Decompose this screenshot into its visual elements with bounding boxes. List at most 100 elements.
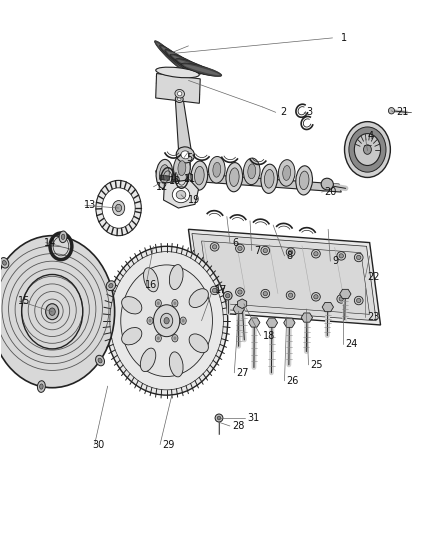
Ellipse shape (176, 147, 194, 163)
Ellipse shape (176, 59, 215, 76)
Ellipse shape (156, 67, 199, 78)
Ellipse shape (314, 252, 318, 256)
Ellipse shape (147, 317, 153, 325)
Polygon shape (175, 99, 192, 155)
Text: 9: 9 (332, 256, 339, 266)
Ellipse shape (189, 334, 208, 353)
Text: 26: 26 (287, 376, 299, 386)
Ellipse shape (49, 308, 55, 316)
Text: 25: 25 (311, 360, 323, 370)
Text: 11: 11 (184, 174, 196, 184)
Ellipse shape (172, 55, 206, 74)
Ellipse shape (170, 54, 208, 75)
Ellipse shape (2, 261, 7, 265)
Text: 19: 19 (188, 195, 201, 205)
Text: 31: 31 (247, 413, 260, 423)
Ellipse shape (226, 294, 230, 298)
Text: 7: 7 (254, 246, 260, 255)
Ellipse shape (354, 296, 363, 305)
Text: 18: 18 (263, 330, 275, 341)
Ellipse shape (173, 301, 177, 305)
Ellipse shape (175, 90, 184, 98)
Text: 3: 3 (306, 107, 312, 117)
Ellipse shape (244, 158, 260, 184)
Ellipse shape (177, 92, 182, 96)
Ellipse shape (345, 122, 390, 177)
Ellipse shape (223, 292, 232, 300)
Ellipse shape (160, 313, 173, 328)
Ellipse shape (286, 291, 295, 300)
Polygon shape (301, 313, 313, 322)
Text: 21: 21 (396, 107, 408, 117)
Ellipse shape (389, 108, 395, 114)
Polygon shape (284, 318, 295, 327)
Ellipse shape (156, 43, 186, 70)
Ellipse shape (96, 180, 141, 236)
Ellipse shape (178, 161, 186, 175)
Ellipse shape (122, 327, 142, 345)
Ellipse shape (180, 317, 186, 325)
Ellipse shape (354, 134, 381, 165)
Ellipse shape (148, 319, 152, 322)
Text: 4: 4 (367, 131, 374, 141)
Ellipse shape (230, 168, 239, 187)
Ellipse shape (172, 335, 178, 342)
Ellipse shape (164, 318, 169, 324)
Ellipse shape (159, 165, 169, 183)
Text: 2: 2 (280, 107, 286, 117)
Ellipse shape (106, 246, 228, 395)
Ellipse shape (167, 51, 200, 72)
Ellipse shape (357, 255, 361, 260)
Ellipse shape (159, 45, 194, 73)
Text: 30: 30 (92, 440, 105, 450)
Text: 5: 5 (186, 152, 193, 163)
Ellipse shape (157, 336, 160, 340)
Ellipse shape (121, 265, 212, 376)
Ellipse shape (354, 253, 363, 262)
Ellipse shape (173, 155, 190, 181)
Ellipse shape (102, 188, 135, 228)
Ellipse shape (177, 98, 181, 101)
Text: 14: 14 (44, 238, 57, 247)
Ellipse shape (37, 381, 45, 392)
Ellipse shape (236, 288, 244, 296)
Ellipse shape (172, 187, 190, 203)
Ellipse shape (357, 298, 361, 303)
Ellipse shape (286, 248, 295, 256)
Ellipse shape (210, 243, 219, 251)
Ellipse shape (261, 164, 278, 193)
Ellipse shape (116, 204, 122, 212)
Ellipse shape (189, 289, 208, 308)
Ellipse shape (61, 234, 65, 239)
Ellipse shape (182, 319, 185, 322)
Ellipse shape (113, 200, 125, 215)
Ellipse shape (170, 352, 183, 377)
Ellipse shape (140, 348, 156, 372)
Ellipse shape (263, 292, 268, 296)
Ellipse shape (153, 305, 180, 337)
Ellipse shape (162, 47, 193, 71)
Ellipse shape (238, 290, 242, 294)
Text: 22: 22 (367, 272, 380, 282)
Ellipse shape (248, 164, 256, 179)
Polygon shape (201, 241, 370, 314)
Ellipse shape (175, 95, 183, 102)
Ellipse shape (238, 246, 242, 251)
Text: 17: 17 (215, 286, 227, 295)
Polygon shape (266, 318, 278, 327)
Ellipse shape (155, 41, 187, 72)
Polygon shape (233, 304, 244, 313)
Polygon shape (339, 289, 351, 298)
Ellipse shape (165, 50, 201, 74)
Ellipse shape (288, 250, 293, 254)
Ellipse shape (184, 64, 219, 75)
Ellipse shape (212, 288, 217, 293)
Ellipse shape (321, 178, 333, 190)
Ellipse shape (299, 171, 309, 190)
Text: 13: 13 (84, 200, 96, 211)
Ellipse shape (210, 286, 219, 295)
Text: 27: 27 (237, 368, 249, 378)
Text: 8: 8 (287, 251, 293, 261)
Polygon shape (188, 229, 381, 325)
Polygon shape (249, 318, 260, 327)
